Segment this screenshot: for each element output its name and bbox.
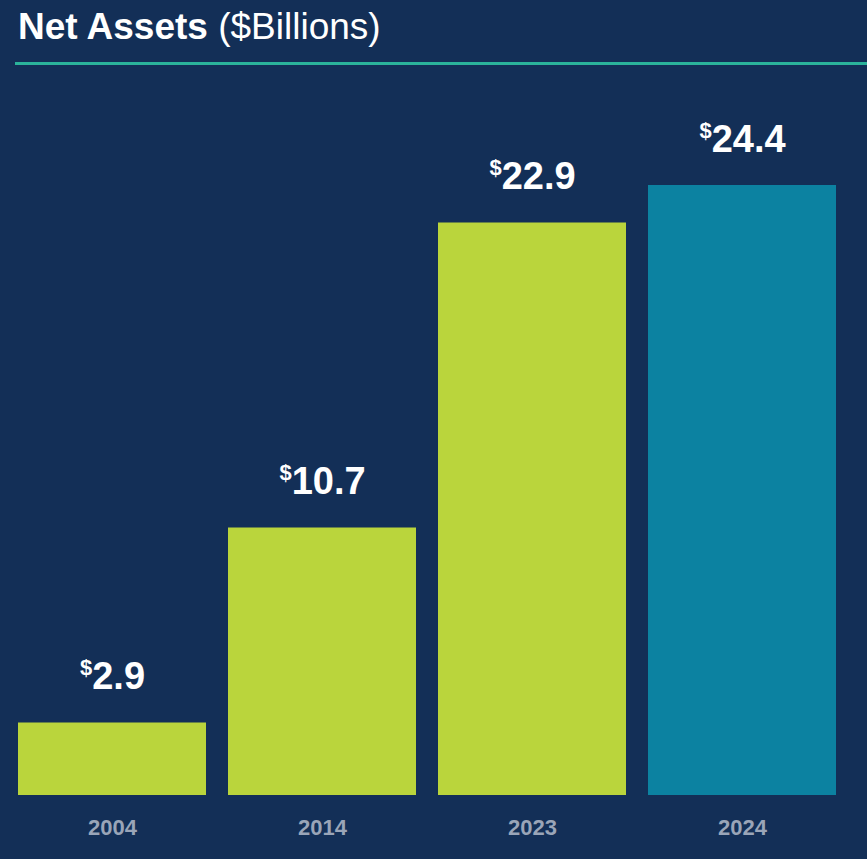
svg-text:$2.9: $2.9 (80, 655, 145, 697)
svg-text:2004: 2004 (88, 815, 138, 840)
svg-text:$22.9: $22.9 (489, 155, 575, 197)
svg-text:$10.7: $10.7 (279, 460, 365, 502)
svg-text:$24.4: $24.4 (699, 118, 785, 160)
svg-text:2023: 2023 (508, 815, 557, 840)
svg-text:2014: 2014 (298, 815, 348, 840)
svg-text:2024: 2024 (718, 815, 768, 840)
html-text:Net Assets ($Billions): Net Assets ($Billions) (18, 6, 381, 47)
